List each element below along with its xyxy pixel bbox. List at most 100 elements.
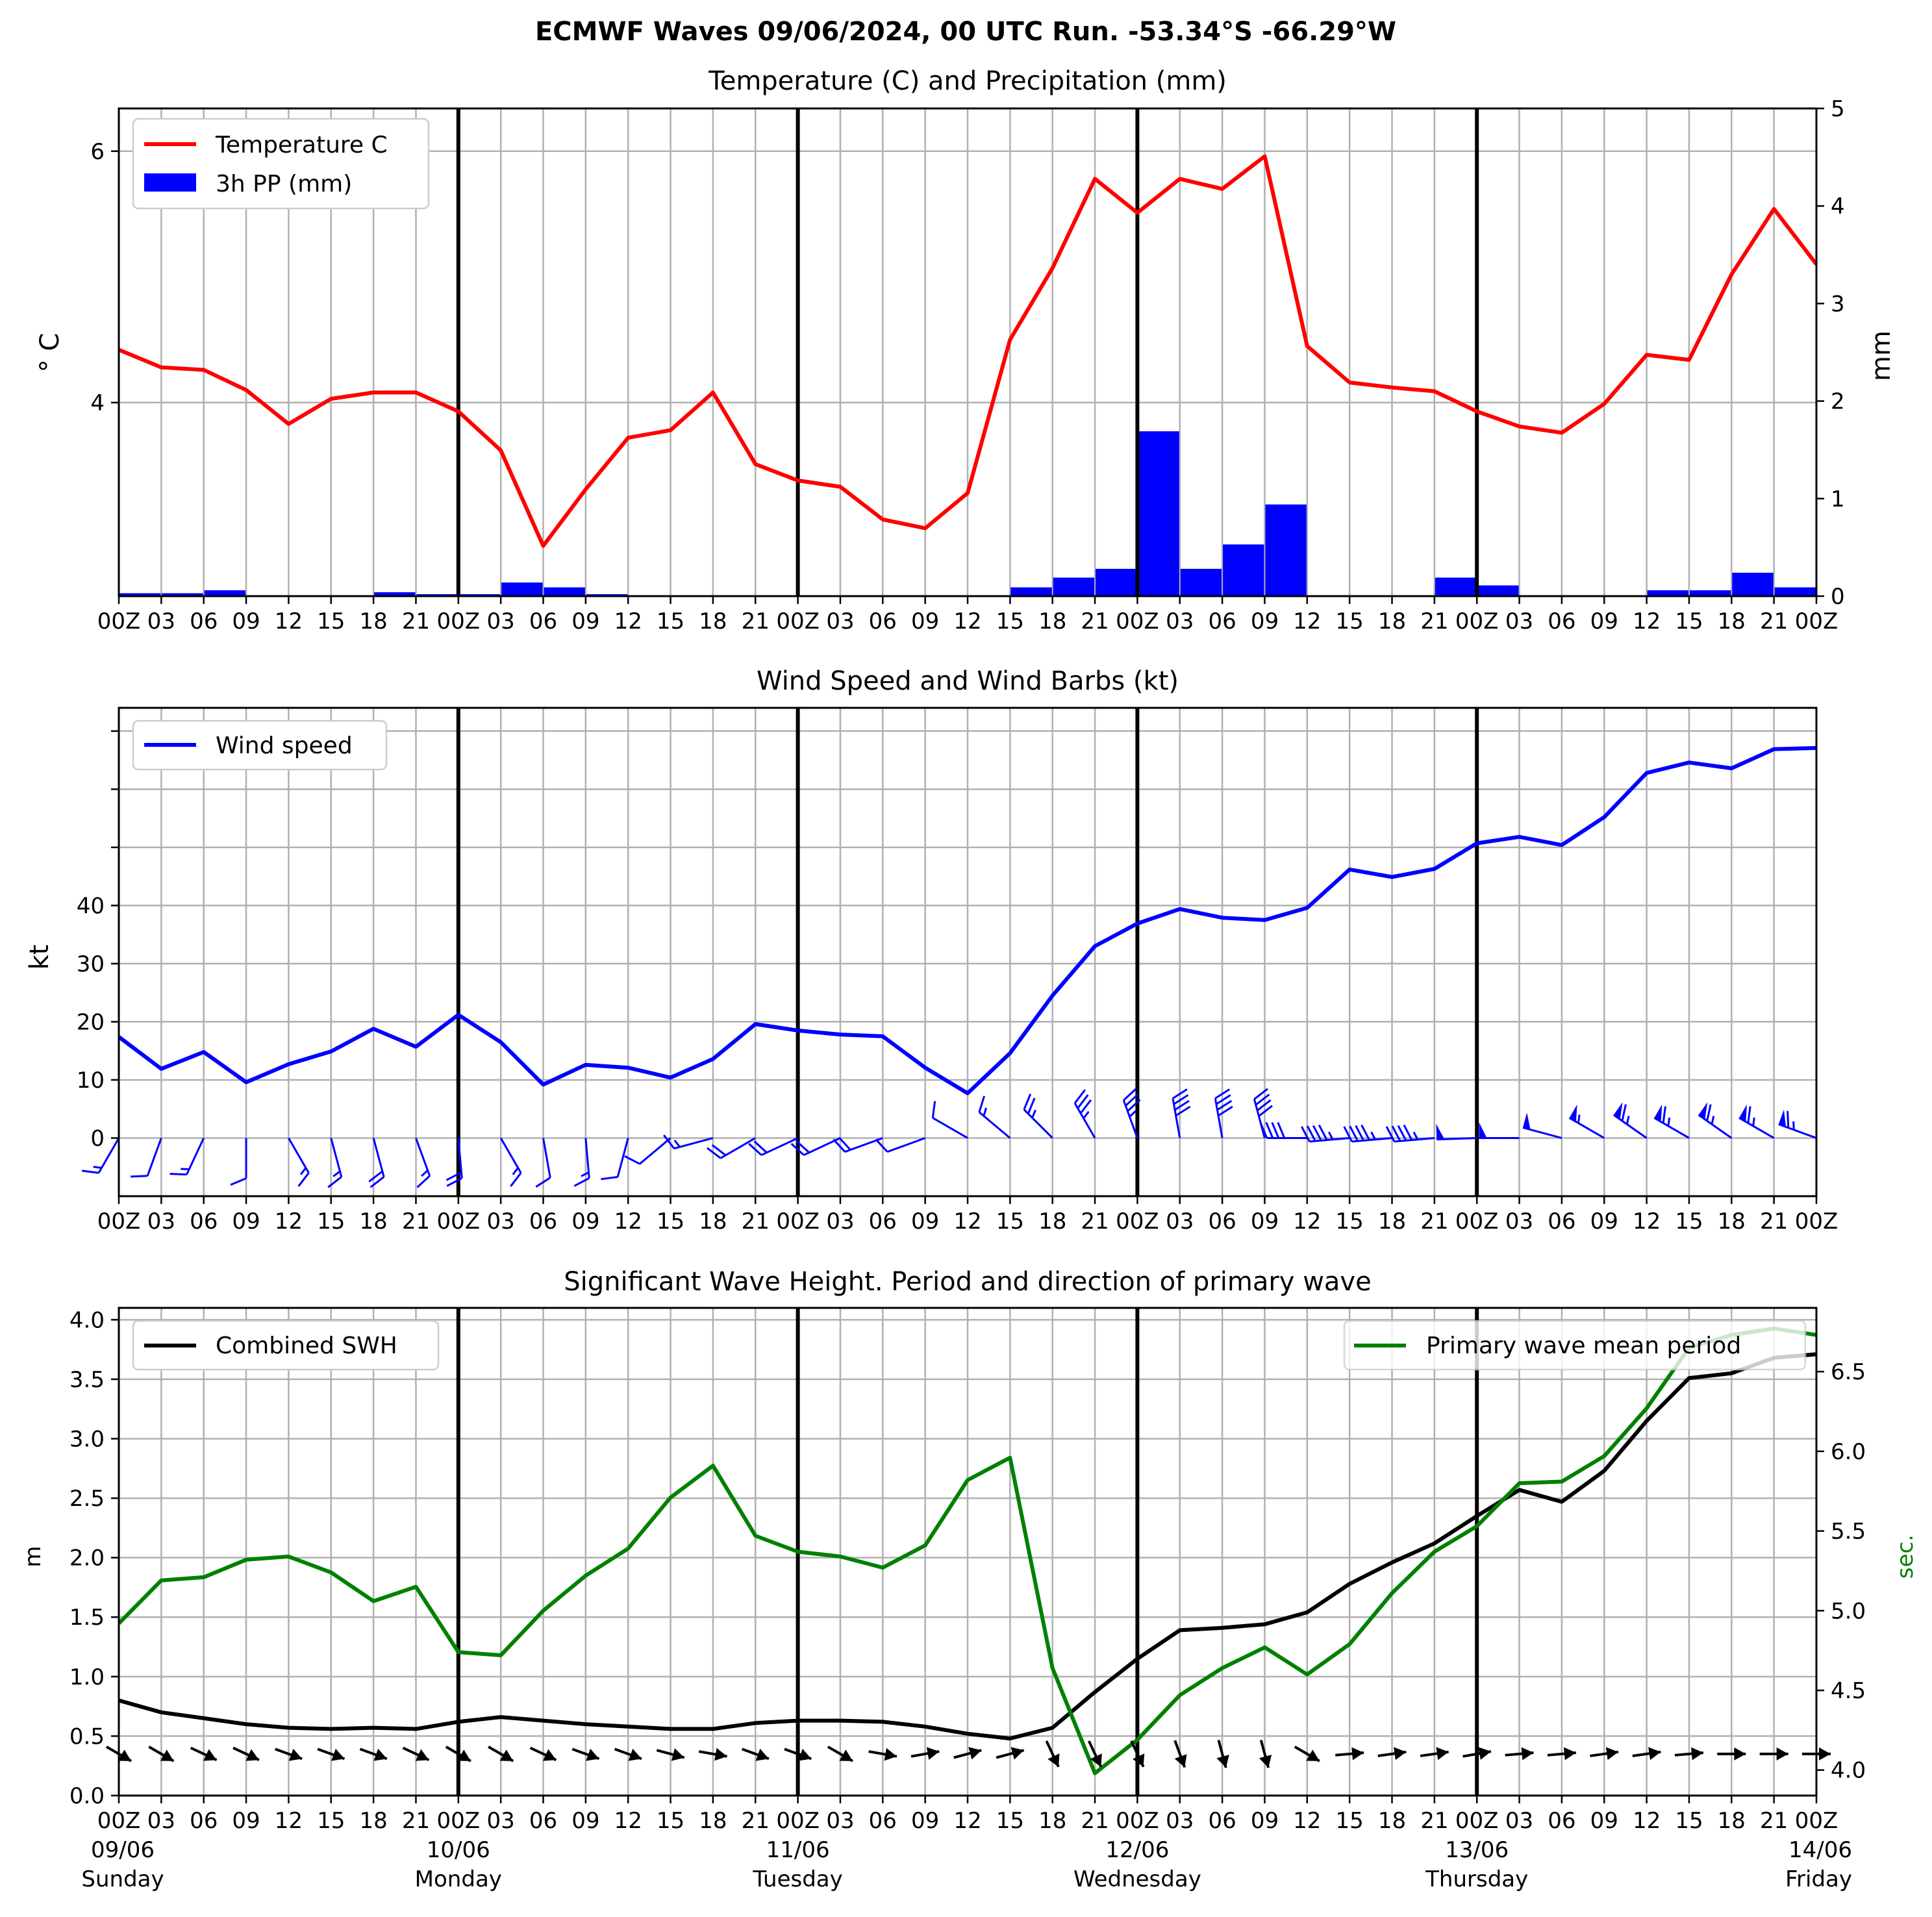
y-tick-label: 0.5 xyxy=(69,1723,105,1749)
y2-tick-label: 5.0 xyxy=(1831,1598,1866,1624)
arrow-head xyxy=(714,1748,727,1761)
x-tick-label: 09 xyxy=(1590,608,1618,634)
x-tick-label: 09 xyxy=(911,1209,939,1234)
wind-barb-feather xyxy=(1361,1124,1370,1141)
arrow-head xyxy=(1048,1753,1060,1767)
x-tick-label: 06 xyxy=(529,1808,557,1834)
x-tick-label: 09 xyxy=(232,608,260,634)
wind-barb xyxy=(1343,1124,1392,1143)
wind-barb-feather xyxy=(510,1172,522,1187)
x-tick-label: 00Z xyxy=(437,608,481,634)
wind-barb-pennant xyxy=(1778,1109,1787,1127)
wind-barb-feather xyxy=(711,1144,727,1157)
x-tick-label: 18 xyxy=(359,608,387,634)
x-tick-label: 15 xyxy=(1336,608,1364,634)
precip-bar xyxy=(1477,585,1519,596)
wind-barb-pennant xyxy=(1569,1104,1577,1122)
wave-direction-arrow xyxy=(1377,1747,1407,1760)
wind-barb-pennant xyxy=(1479,1122,1487,1138)
wind-barb-feather xyxy=(790,1143,805,1156)
x-tick-label: 09 xyxy=(1590,1209,1618,1234)
wind-barb-feather xyxy=(1173,1094,1189,1105)
legend-box xyxy=(132,720,388,771)
x-tick-label: 03 xyxy=(1505,1808,1533,1834)
wind-barb-feather xyxy=(1083,1110,1090,1120)
x-tick-label: 21 xyxy=(1760,1808,1788,1834)
wave-direction-arrow xyxy=(232,1746,260,1762)
wind-barb-feather xyxy=(1073,1089,1086,1104)
panel3-title: Significant Wave Height. Period and dire… xyxy=(564,1267,1371,1297)
panel3-ylabel: m xyxy=(20,1546,46,1567)
wind-barb xyxy=(1479,1122,1520,1139)
arrow-head xyxy=(1216,1755,1229,1768)
arrow-head xyxy=(926,1747,940,1760)
wind-barb xyxy=(1778,1109,1817,1139)
precip-bar xyxy=(586,594,628,596)
wave-direction-arrow xyxy=(1462,1747,1492,1760)
legend-precip-swatch xyxy=(144,173,196,192)
wave-direction-arrow xyxy=(1045,1740,1060,1768)
x-tick-label: 12 xyxy=(1633,1808,1661,1834)
x-tick-label: 21 xyxy=(402,1209,430,1234)
x-tick-label: 00Z xyxy=(776,1209,820,1234)
x-tick-label: 00Z xyxy=(437,1209,481,1234)
panel2-legend xyxy=(132,720,388,771)
wind-barb-staff xyxy=(1172,1098,1181,1138)
y-tick-label: 0.0 xyxy=(69,1783,105,1809)
x-tick-label: 03 xyxy=(487,1808,515,1834)
wind-barb xyxy=(978,1096,1011,1139)
wave-direction-arrow xyxy=(1294,1746,1320,1762)
wind-barb-staff xyxy=(372,1138,385,1177)
precip-bar xyxy=(458,594,501,596)
x-tick-label: 21 xyxy=(402,608,430,634)
panel3-ylabel-right: sec. xyxy=(1892,1535,1918,1579)
main-title: ECMWF Waves 09/06/2024, 00 UTC Run. -53.… xyxy=(535,17,1396,47)
precip-bar xyxy=(1223,544,1264,596)
wind-barb-staff xyxy=(886,1137,926,1153)
x-tick-label: 12 xyxy=(1633,608,1661,634)
wind-barb-staff xyxy=(542,1138,551,1178)
x-tick-label: 06 xyxy=(1548,1209,1575,1234)
wind-barb xyxy=(499,1137,522,1187)
precip-bar xyxy=(204,590,246,596)
y2-tick-label: 4.5 xyxy=(1831,1678,1866,1704)
legend-box xyxy=(1343,1320,1807,1371)
precip-bar xyxy=(119,593,161,596)
wind-barb-feather xyxy=(1123,1088,1137,1101)
wind-barb xyxy=(1738,1104,1775,1139)
wind-barb xyxy=(1214,1088,1233,1138)
wind-barb-feather xyxy=(1621,1104,1627,1121)
x-tick-label: 12 xyxy=(614,608,642,634)
day-date-label: 10/06 xyxy=(427,1837,490,1863)
arrow-head xyxy=(968,1747,982,1760)
wind-barb-feather xyxy=(1031,1109,1036,1118)
y-tick-label: 3.0 xyxy=(69,1426,105,1452)
wind-barb-feather xyxy=(1349,1125,1359,1142)
x-tick-label: 18 xyxy=(1718,1209,1746,1234)
wind-barb xyxy=(624,1137,671,1165)
arrow-head xyxy=(1819,1747,1831,1760)
wave-direction-arrow xyxy=(359,1748,388,1761)
x-tick-label: 18 xyxy=(1038,608,1066,634)
wind-barb-feather xyxy=(1391,1125,1401,1142)
wave-direction-arrow xyxy=(1505,1747,1534,1760)
wind-barb xyxy=(1301,1124,1350,1143)
panel2-ylabel: kt xyxy=(25,945,55,970)
y-tick-label: 0 xyxy=(90,1125,105,1151)
wave-direction-arrow xyxy=(827,1746,854,1762)
wind-barb xyxy=(415,1137,431,1188)
wave-direction-arrow xyxy=(529,1746,557,1762)
x-tick-label: 15 xyxy=(317,608,345,634)
precip-bar xyxy=(1774,587,1816,596)
precip-bar xyxy=(1138,431,1179,596)
wave-direction-arrow xyxy=(1130,1740,1145,1768)
arrow-head xyxy=(1133,1753,1145,1767)
wind-barb-feather xyxy=(368,1170,383,1183)
wind-barb xyxy=(131,1137,162,1178)
wind-barb-staff xyxy=(330,1138,343,1177)
y-tick-label: 2.0 xyxy=(69,1546,105,1572)
wind-barb-feather xyxy=(1667,1117,1671,1127)
arrow-head xyxy=(373,1748,387,1761)
x-tick-label: 18 xyxy=(699,1209,727,1234)
day-name-label: Sunday xyxy=(81,1866,164,1892)
